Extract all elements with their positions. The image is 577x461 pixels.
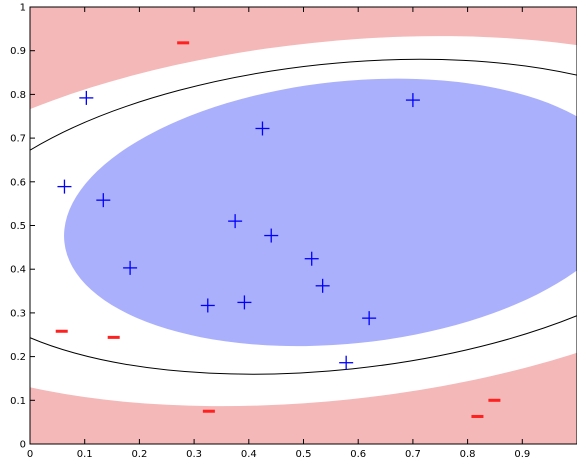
- minus-marker: [177, 41, 190, 45]
- plus-marker: [123, 260, 138, 275]
- minus-marker: [202, 409, 215, 413]
- markers: [55, 41, 501, 418]
- y-tick-label: 0.7: [10, 134, 26, 145]
- positive-region: [64, 78, 577, 347]
- y-tick-label: 0.3: [10, 308, 26, 319]
- x-axis: 0 0.1 0.2 0.3 0.4 0.5 0.6 0.7 0.8 0.9: [27, 7, 530, 460]
- plus-marker: [57, 179, 72, 194]
- decision-boundary: [30, 58, 577, 375]
- y-tick-label: 0.8: [10, 90, 26, 101]
- x-tick-label: 0: [27, 449, 33, 460]
- plus-marker: [339, 355, 354, 370]
- plus-marker: [264, 228, 279, 243]
- y-tick-label: 0.5: [10, 221, 26, 232]
- y-axis: 0 0.1 0.2 0.3 0.4 0.5 0.6 0.7 0.8 0.9 1: [10, 3, 35, 451]
- plus-marker: [304, 251, 319, 266]
- plus-marker: [255, 121, 270, 136]
- plus-marker: [228, 214, 243, 229]
- minus-marker: [55, 329, 68, 333]
- plus-marker: [79, 90, 94, 105]
- minus-marker: [107, 335, 120, 339]
- x-tick-label: 0.3: [186, 449, 202, 460]
- plus-marker: [96, 193, 111, 208]
- plus-marker: [362, 311, 377, 326]
- minus-marker: [471, 414, 484, 418]
- y-tick-label: 0.9: [10, 46, 26, 57]
- y-tick-label: 0.1: [10, 396, 26, 407]
- x-tick-label: 0.9: [514, 449, 530, 460]
- x-tick-label: 0.2: [131, 449, 147, 460]
- plus-marker: [315, 278, 330, 293]
- x-tick-label: 0.8: [460, 449, 476, 460]
- plot-area: [30, 7, 577, 444]
- plus-marker: [237, 295, 252, 310]
- y-tick-label: 0: [20, 440, 26, 451]
- y-tick-label: 0.6: [10, 177, 26, 188]
- y-tick-label: 0.4: [10, 265, 26, 276]
- x-tick-label: 0.7: [405, 449, 421, 460]
- minus-marker: [488, 398, 501, 402]
- x-tick-label: 0.1: [77, 449, 93, 460]
- y-tick-label: 0.2: [10, 352, 26, 363]
- y-tick-label: 1: [20, 3, 26, 14]
- x-tick-label: 0.4: [241, 449, 257, 460]
- x-tick-label: 0.5: [296, 449, 312, 460]
- plus-marker: [200, 298, 215, 313]
- plus-marker: [405, 93, 420, 108]
- x-tick-label: 0.6: [350, 449, 366, 460]
